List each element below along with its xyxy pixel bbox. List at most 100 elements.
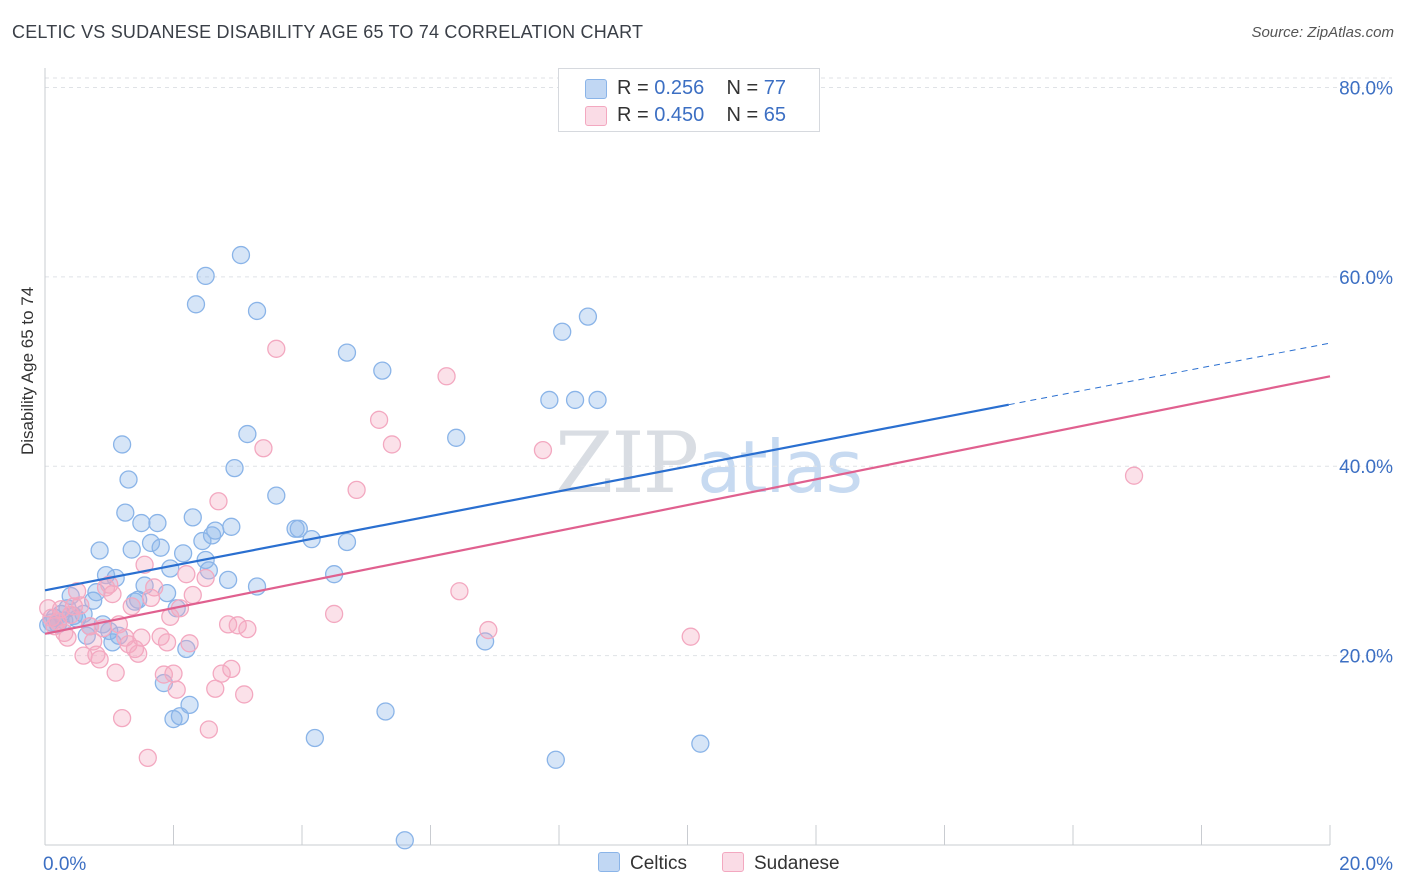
sudanese-point	[681, 627, 700, 646]
celtics-legend-swatch	[598, 852, 620, 872]
sudanese-point	[254, 439, 273, 458]
celtics-point	[231, 245, 251, 265]
celtics-point	[183, 508, 202, 527]
sudanese-point	[112, 708, 132, 728]
bottom-legend-sudanese: Sudanese	[722, 852, 840, 875]
sudanese-point	[206, 679, 225, 698]
sudanese-point	[196, 568, 215, 588]
celtics-point	[112, 435, 132, 454]
celtics-legend-label: Celtics	[630, 853, 688, 874]
celtics-point	[337, 343, 357, 362]
celtics-n-value: 77	[763, 77, 787, 99]
bottom-legend-celtics: Celtics	[598, 852, 687, 875]
celtics-point	[186, 295, 206, 314]
celtics-point	[376, 702, 395, 721]
celtics-point	[173, 544, 193, 563]
sudanese-point	[369, 410, 389, 429]
celtics-point	[180, 695, 199, 715]
sudanese-point	[450, 582, 469, 601]
celtics-point	[218, 570, 238, 590]
celtics-point	[222, 517, 241, 536]
sudanese-r-value: 0.450	[654, 104, 705, 126]
celtics-point	[247, 301, 267, 321]
sudanese-point	[141, 588, 161, 608]
celtics-point	[289, 519, 308, 538]
x-tick-label-min: 0.0%	[43, 854, 86, 875]
celtics-point	[90, 541, 109, 560]
sudanese-point	[238, 619, 257, 639]
celtics-point	[691, 734, 710, 753]
sudanese-point	[324, 604, 344, 624]
sudanese-point	[347, 480, 366, 500]
celtics-r-value: 0.256	[654, 77, 705, 99]
sudanese-point	[167, 680, 186, 699]
celtics-point	[193, 531, 212, 551]
celtics-point	[196, 266, 215, 286]
celtics-point	[553, 322, 572, 341]
sudanese-point	[199, 720, 218, 739]
sudanese-point	[132, 628, 151, 647]
sudanese-point	[164, 664, 183, 683]
sudanese-point	[212, 664, 231, 683]
celtics-point	[122, 540, 141, 559]
celtics-point	[267, 486, 286, 505]
sudanese-point	[103, 584, 122, 604]
sudanese-point	[437, 367, 456, 386]
celtics-point	[373, 361, 392, 380]
correlation-legend: R = 0.256 N = 77 R = 0.450 N = 65	[558, 68, 820, 132]
sudanese-legend-swatch	[722, 852, 744, 872]
celtics-r-label: R =	[617, 77, 655, 99]
y-axis-label: Disability Age 65 to 74	[18, 286, 37, 455]
celtics-point	[116, 503, 135, 522]
celtics-point	[546, 750, 565, 769]
sudanese-point	[71, 596, 90, 615]
celtics-point	[337, 532, 357, 552]
celtics-point	[447, 428, 466, 447]
sudanese-swatch	[585, 106, 607, 126]
sudanese-point	[90, 650, 109, 669]
sudanese-point	[382, 435, 402, 454]
sudanese-point	[58, 628, 77, 647]
sudanese-point	[222, 659, 241, 679]
sudanese-point	[157, 633, 177, 652]
celtics-point	[206, 521, 225, 540]
celtics-swatch	[585, 79, 607, 99]
celtics-point	[588, 390, 607, 410]
sudanese-point	[209, 492, 228, 511]
sudanese-point	[1124, 466, 1144, 485]
celtics-n-label: N =	[726, 77, 764, 99]
celtics-point	[132, 513, 151, 533]
sudanese-point	[64, 597, 84, 616]
y-tick-label: 40.0%	[1339, 457, 1393, 478]
sudanese-point	[138, 748, 157, 768]
celtics-point	[177, 639, 196, 659]
sudanese-point	[228, 616, 247, 635]
sudanese-point	[533, 440, 553, 460]
sudanese-point	[154, 665, 174, 684]
celtics-point	[148, 513, 167, 533]
celtics-point	[238, 424, 257, 444]
y-tick-label: 80.0%	[1339, 78, 1393, 99]
celtics-point	[578, 307, 598, 326]
source-label: Source: ZipAtlas.com	[1251, 24, 1394, 41]
sudanese-point	[129, 644, 148, 663]
chart-title: CELTIC VS SUDANESE DISABILITY AGE 65 TO …	[12, 22, 644, 42]
sudanese-trend-line	[44, 375, 1331, 635]
sudanese-point	[183, 585, 202, 605]
sudanese-point	[145, 578, 164, 597]
y-tick-label: 60.0%	[1339, 268, 1393, 289]
celtics-trend-line	[44, 403, 1009, 592]
sudanese-point	[218, 615, 238, 634]
sudanese-r-label: R =	[617, 104, 655, 126]
celtics-point	[540, 390, 559, 410]
x-tick-label-max: 20.0%	[1339, 854, 1393, 875]
celtics-point	[141, 533, 161, 553]
sudanese-point	[67, 582, 87, 601]
celtics-point	[475, 632, 495, 651]
sudanese-point	[177, 565, 196, 584]
sudanese-point	[180, 634, 199, 653]
sudanese-point	[106, 663, 125, 682]
celtics-point	[119, 470, 138, 489]
sudanese-point	[122, 597, 141, 616]
